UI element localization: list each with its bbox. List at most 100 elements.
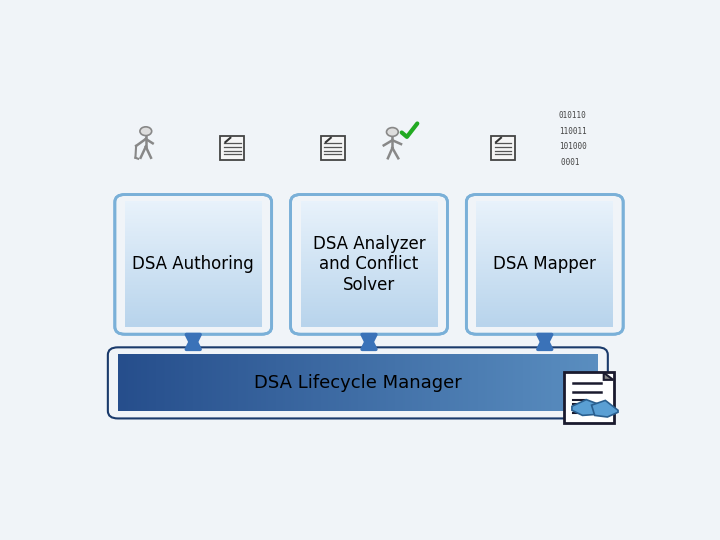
- FancyBboxPatch shape: [125, 206, 261, 210]
- Text: 010110: 010110: [559, 111, 587, 120]
- FancyBboxPatch shape: [125, 286, 261, 289]
- FancyBboxPatch shape: [301, 276, 437, 279]
- FancyBboxPatch shape: [301, 208, 437, 212]
- FancyBboxPatch shape: [301, 241, 437, 245]
- FancyBboxPatch shape: [301, 284, 437, 287]
- FancyBboxPatch shape: [125, 299, 261, 302]
- FancyBboxPatch shape: [125, 221, 261, 225]
- FancyBboxPatch shape: [125, 246, 261, 249]
- FancyBboxPatch shape: [125, 216, 261, 219]
- FancyBboxPatch shape: [301, 294, 437, 297]
- Circle shape: [140, 127, 152, 136]
- FancyBboxPatch shape: [477, 316, 613, 319]
- FancyBboxPatch shape: [125, 294, 261, 297]
- FancyBboxPatch shape: [477, 301, 613, 305]
- FancyBboxPatch shape: [491, 136, 515, 160]
- FancyBboxPatch shape: [301, 261, 437, 265]
- FancyBboxPatch shape: [125, 276, 261, 279]
- Text: DSA Mapper: DSA Mapper: [493, 255, 596, 273]
- Polygon shape: [604, 373, 613, 380]
- FancyBboxPatch shape: [125, 306, 261, 309]
- FancyBboxPatch shape: [125, 291, 261, 294]
- FancyBboxPatch shape: [125, 251, 261, 254]
- FancyBboxPatch shape: [477, 303, 613, 307]
- FancyBboxPatch shape: [301, 251, 437, 254]
- FancyBboxPatch shape: [477, 254, 613, 257]
- FancyBboxPatch shape: [301, 211, 437, 214]
- FancyBboxPatch shape: [125, 279, 261, 282]
- FancyBboxPatch shape: [301, 248, 437, 252]
- FancyBboxPatch shape: [301, 231, 437, 234]
- FancyBboxPatch shape: [477, 299, 613, 302]
- FancyBboxPatch shape: [301, 323, 437, 327]
- Text: 110011: 110011: [559, 127, 587, 136]
- FancyBboxPatch shape: [125, 313, 261, 317]
- FancyBboxPatch shape: [301, 296, 437, 299]
- FancyBboxPatch shape: [477, 288, 613, 292]
- FancyBboxPatch shape: [301, 286, 437, 289]
- FancyBboxPatch shape: [301, 234, 437, 237]
- FancyBboxPatch shape: [477, 271, 613, 274]
- FancyBboxPatch shape: [125, 201, 261, 205]
- FancyBboxPatch shape: [477, 319, 613, 322]
- FancyBboxPatch shape: [301, 206, 437, 210]
- FancyBboxPatch shape: [125, 211, 261, 214]
- FancyBboxPatch shape: [477, 246, 613, 249]
- FancyBboxPatch shape: [301, 306, 437, 309]
- Text: DSA Authoring: DSA Authoring: [132, 255, 254, 273]
- FancyBboxPatch shape: [477, 211, 613, 214]
- FancyBboxPatch shape: [301, 216, 437, 219]
- Text: 0001: 0001: [561, 158, 584, 167]
- FancyBboxPatch shape: [125, 271, 261, 274]
- FancyBboxPatch shape: [301, 274, 437, 277]
- FancyBboxPatch shape: [477, 279, 613, 282]
- FancyBboxPatch shape: [477, 313, 613, 317]
- FancyBboxPatch shape: [125, 244, 261, 247]
- FancyBboxPatch shape: [477, 323, 613, 327]
- FancyBboxPatch shape: [125, 228, 261, 232]
- FancyBboxPatch shape: [477, 308, 613, 312]
- FancyBboxPatch shape: [301, 299, 437, 302]
- FancyBboxPatch shape: [477, 234, 613, 237]
- FancyBboxPatch shape: [301, 201, 437, 205]
- FancyBboxPatch shape: [301, 319, 437, 322]
- FancyBboxPatch shape: [477, 248, 613, 252]
- Text: DSA Lifecycle Manager: DSA Lifecycle Manager: [254, 374, 462, 392]
- FancyBboxPatch shape: [477, 221, 613, 225]
- FancyBboxPatch shape: [477, 266, 613, 269]
- FancyBboxPatch shape: [301, 264, 437, 267]
- FancyBboxPatch shape: [301, 244, 437, 247]
- FancyBboxPatch shape: [320, 136, 345, 160]
- FancyBboxPatch shape: [125, 268, 261, 272]
- Text: 101000: 101000: [559, 143, 587, 152]
- FancyBboxPatch shape: [301, 219, 437, 222]
- FancyBboxPatch shape: [125, 311, 261, 314]
- FancyBboxPatch shape: [125, 316, 261, 319]
- Circle shape: [387, 127, 398, 137]
- FancyBboxPatch shape: [125, 281, 261, 285]
- FancyBboxPatch shape: [477, 244, 613, 247]
- FancyBboxPatch shape: [301, 228, 437, 232]
- FancyBboxPatch shape: [477, 261, 613, 265]
- FancyBboxPatch shape: [125, 288, 261, 292]
- FancyBboxPatch shape: [301, 204, 437, 207]
- FancyBboxPatch shape: [477, 228, 613, 232]
- FancyBboxPatch shape: [125, 248, 261, 252]
- FancyBboxPatch shape: [125, 234, 261, 237]
- FancyBboxPatch shape: [125, 321, 261, 324]
- FancyBboxPatch shape: [125, 214, 261, 217]
- FancyBboxPatch shape: [477, 264, 613, 267]
- Text: DSA Analyzer
and Conflict
Solver: DSA Analyzer and Conflict Solver: [312, 234, 426, 294]
- FancyBboxPatch shape: [125, 204, 261, 207]
- FancyBboxPatch shape: [125, 254, 261, 257]
- FancyBboxPatch shape: [301, 226, 437, 230]
- FancyBboxPatch shape: [477, 251, 613, 254]
- FancyBboxPatch shape: [125, 219, 261, 222]
- FancyBboxPatch shape: [125, 259, 261, 262]
- FancyBboxPatch shape: [125, 301, 261, 305]
- FancyBboxPatch shape: [477, 241, 613, 245]
- FancyBboxPatch shape: [301, 303, 437, 307]
- FancyBboxPatch shape: [125, 239, 261, 242]
- FancyBboxPatch shape: [301, 291, 437, 294]
- FancyBboxPatch shape: [477, 281, 613, 285]
